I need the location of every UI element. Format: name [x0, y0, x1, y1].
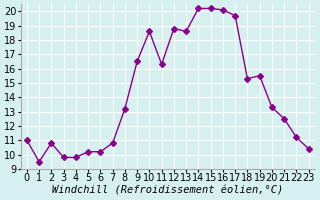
X-axis label: Windchill (Refroidissement éolien,°C): Windchill (Refroidissement éolien,°C): [52, 186, 284, 196]
